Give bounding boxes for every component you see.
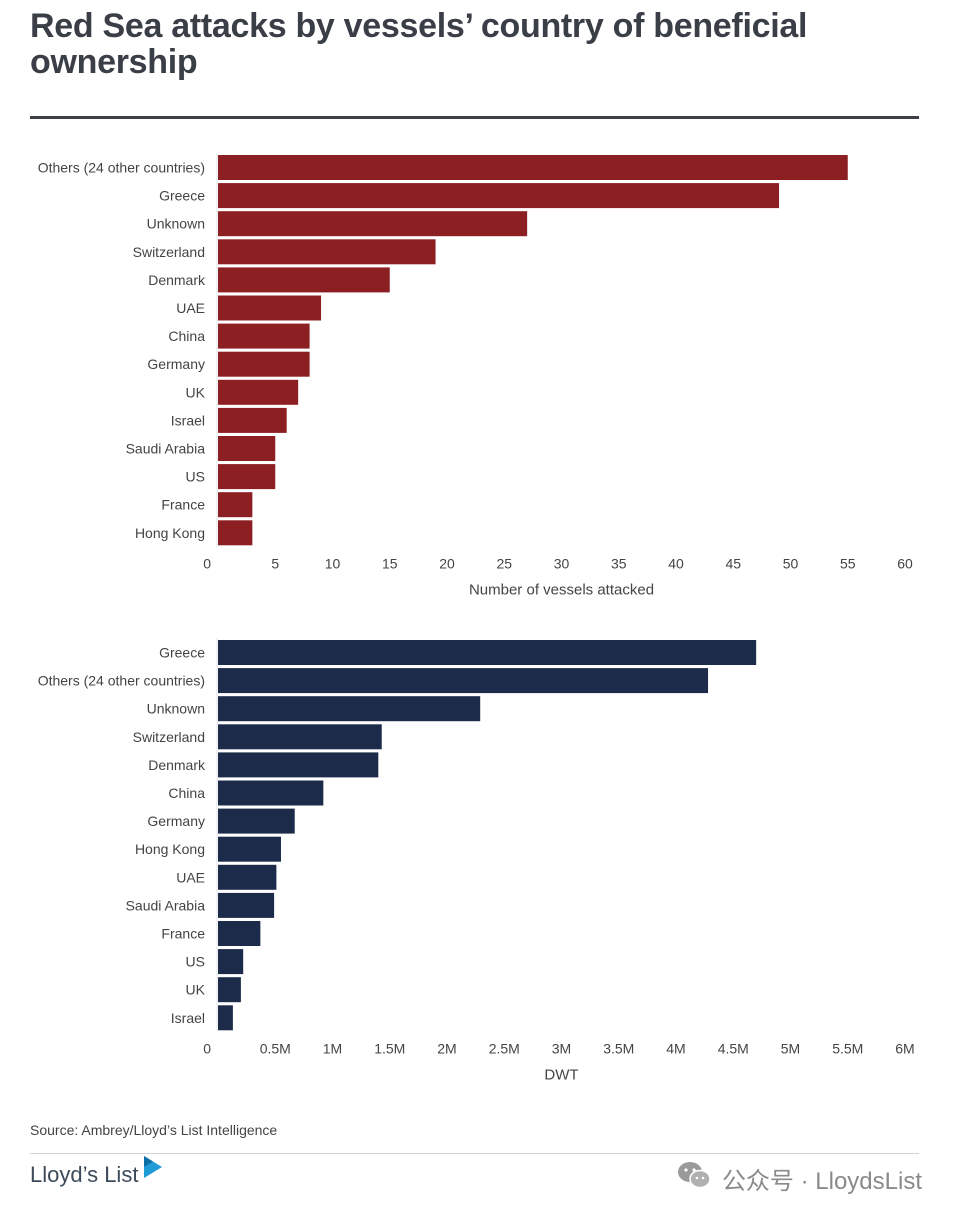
x-tick-label: 25 [496, 555, 512, 571]
category-label: Israel [171, 1010, 205, 1026]
bar [218, 892, 275, 918]
category-label: US [186, 469, 205, 485]
category-label: UK [186, 384, 206, 400]
x-tick-label: 3.5M [603, 1040, 634, 1056]
logo-play-icon [142, 1154, 164, 1185]
footer-divider [30, 1153, 919, 1154]
category-label: US [186, 954, 205, 970]
x-axis-label: Number of vessels attacked [469, 581, 654, 598]
category-label: UAE [176, 869, 205, 885]
bar [218, 211, 528, 237]
bar [218, 1005, 233, 1031]
category-label: Switzerland [133, 244, 205, 260]
x-tick-label: 4M [666, 1040, 685, 1056]
x-tick-label: 55 [840, 555, 856, 571]
category-label: Saudi Arabia [126, 897, 206, 913]
category-label: Germany [147, 813, 205, 829]
x-tick-label: 60 [897, 555, 913, 571]
bar [218, 239, 436, 265]
bar [218, 492, 253, 518]
category-label: Others (24 other countries) [38, 673, 205, 689]
wechat-watermark-text: 公众号 · LloydsList [721, 1168, 922, 1195]
x-tick-label: 30 [554, 555, 570, 571]
category-label: Others (24 other countries) [38, 160, 205, 176]
logo-text: Lloyd’s List [30, 1162, 139, 1187]
bar [218, 864, 277, 890]
x-tick-label: 5.5M [832, 1040, 863, 1056]
x-tick-label: 35 [611, 555, 627, 571]
x-tick-label: 10 [325, 555, 341, 571]
x-tick-label: 0 [203, 555, 211, 571]
title-divider [30, 116, 919, 119]
category-label: Greece [159, 645, 205, 661]
category-label: Switzerland [133, 729, 205, 745]
category-label: Denmark [148, 757, 206, 773]
wechat-watermark: 公众号 · LloydsList [676, 1160, 922, 1197]
bar [218, 323, 310, 349]
bar [218, 724, 382, 750]
bar [218, 267, 390, 293]
x-tick-label: 1.5M [374, 1040, 405, 1056]
bar [218, 696, 481, 722]
x-axis-label: DWT [544, 1066, 578, 1083]
bar [218, 780, 324, 806]
x-tick-label: 0.5M [260, 1040, 291, 1056]
category-label: Germany [147, 356, 205, 372]
source-note: Source: Ambrey/Lloyd’s List Intelligence [30, 1122, 278, 1138]
category-label: Greece [159, 188, 205, 204]
x-tick-label: 1M [323, 1040, 342, 1056]
x-tick-label: 40 [668, 555, 684, 571]
category-label: Israel [171, 412, 205, 428]
bar [218, 351, 310, 377]
x-tick-label: 15 [382, 555, 398, 571]
x-tick-label: 45 [725, 555, 741, 571]
bar [218, 436, 276, 461]
x-tick-label: 5M [781, 1040, 800, 1056]
bar [218, 183, 780, 209]
category-label: Unknown [147, 216, 205, 232]
x-tick-label: 2.5M [489, 1040, 520, 1056]
lloyds-list-logo: Lloyd’s List [30, 1155, 164, 1192]
bar [218, 921, 261, 946]
bar [218, 407, 287, 433]
chart-dwt: Greece Others (24 other countries) Unknown… [38, 638, 915, 1083]
category-label: Denmark [148, 272, 206, 288]
category-label: UK [186, 982, 206, 998]
bar [218, 520, 253, 546]
x-tick-label: 5 [271, 555, 279, 571]
category-label: UAE [176, 300, 205, 316]
category-label: Saudi Arabia [126, 441, 206, 457]
bar [218, 295, 322, 321]
chart-title: Red Sea attacks by vessels’ country of b… [30, 7, 808, 81]
category-label: France [161, 497, 205, 513]
bar [218, 640, 757, 665]
x-tick-label: 50 [783, 555, 799, 571]
x-tick-label: 20 [439, 555, 455, 571]
x-tick-label: 3M [552, 1040, 571, 1056]
bar [218, 464, 276, 490]
category-label: Hong Kong [135, 841, 205, 857]
bar [218, 752, 379, 778]
category-label: China [168, 328, 205, 344]
bar [218, 668, 709, 694]
chart-vessels-attacked: Others (24 other countries) Greece Unknown… [38, 153, 913, 598]
category-label: France [161, 926, 205, 942]
bar [218, 379, 299, 405]
category-label: China [168, 785, 205, 801]
category-label: Hong Kong [135, 525, 205, 541]
bar [218, 977, 241, 1003]
bar [218, 808, 295, 834]
x-tick-label: 0 [203, 1040, 211, 1056]
x-tick-label: 4.5M [718, 1040, 749, 1056]
x-tick-label: 6M [895, 1040, 914, 1056]
bar [218, 949, 244, 975]
category-label: Unknown [147, 701, 205, 717]
wechat-icon [676, 1160, 712, 1197]
bar [218, 836, 281, 862]
x-tick-label: 2M [437, 1040, 456, 1056]
bar [218, 155, 848, 180]
